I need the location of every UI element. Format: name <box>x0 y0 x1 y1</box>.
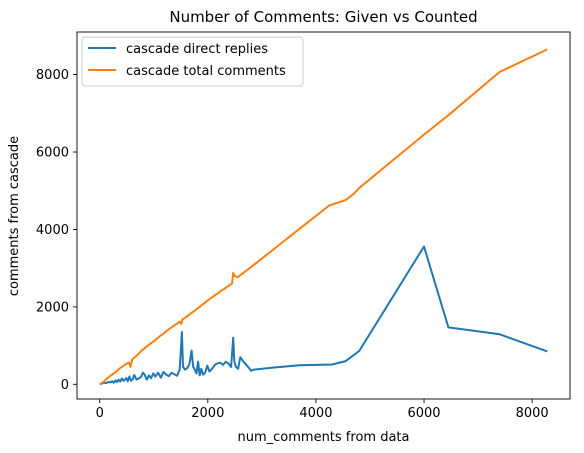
x-tick-label: 4000 <box>299 406 332 421</box>
y-tick-label: 6000 <box>36 146 69 161</box>
x-axis-ticks: 0 2000 4000 6000 8000 <box>96 399 549 421</box>
x-tick-label: 2000 <box>191 406 224 421</box>
y-tick-label: 8000 <box>36 68 69 83</box>
y-axis-label: comments from cascade <box>7 136 22 296</box>
x-tick-label: 8000 <box>516 406 549 421</box>
plot-frame <box>76 31 571 400</box>
chart-title: Number of Comments: Given vs Counted <box>169 8 477 26</box>
legend-label-direct-replies: cascade direct replies <box>126 42 268 57</box>
legend-label-total-comments: cascade total comments <box>126 64 286 79</box>
legend-box <box>81 36 304 87</box>
y-axis-ticks: 0 2000 4000 6000 8000 <box>36 68 77 393</box>
x-tick-label: 6000 <box>407 406 440 421</box>
y-tick-label: 0 <box>61 378 69 393</box>
y-tick-label: 2000 <box>36 300 69 315</box>
y-tick-label: 4000 <box>36 223 69 238</box>
plot-lines <box>99 48 548 386</box>
x-axis-label: num_comments from data <box>238 430 410 445</box>
legend: cascade direct replies cascade total com… <box>81 36 304 87</box>
series-line-direct-replies <box>99 245 548 386</box>
series-line-total-comments <box>99 48 548 386</box>
x-tick-label: 0 <box>96 406 104 421</box>
